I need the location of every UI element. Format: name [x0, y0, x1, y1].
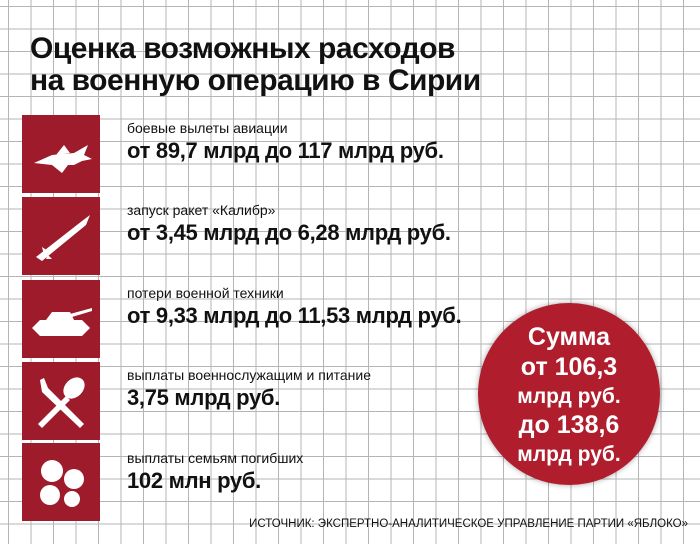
summary-line: Сумма — [527, 323, 611, 351]
summary-line: млрд руб. — [517, 443, 621, 466]
item-label: выплаты семьям погибших — [127, 450, 304, 466]
icon-cutlery — [22, 362, 100, 440]
icon-coins — [22, 443, 100, 521]
title-line: на военную операцию в Сирии — [30, 64, 481, 97]
summary-circle: Сумма от 106,3 млрд руб. до 138,6 млрд р… — [478, 303, 660, 485]
item-value: 102 млн руб. — [127, 468, 261, 493]
source: ИСТОЧНИК: ЭКСПЕРТНО-АНАЛИТИЧЕСКОЕ УПРАВЛ… — [249, 518, 688, 530]
item-label: потери военной техники — [127, 285, 284, 301]
item-value: от 9,33 млрд до 11,53 млрд руб. — [127, 303, 462, 328]
icon-plane — [22, 115, 100, 193]
summary-line: от 106,3 — [520, 353, 618, 381]
item-value: от 89,7 млрд до 117 млрд руб. — [127, 138, 444, 163]
summary-line: млрд руб. — [517, 385, 621, 408]
item-value: 3,75 млрд руб. — [127, 385, 281, 410]
item-label: боевые вылеты авиации — [127, 120, 288, 136]
item-label: выплаты военнослужащим и питание — [127, 367, 372, 383]
item-value: от 3,45 млрд до 6,28 млрд руб. — [127, 220, 451, 245]
item-label: запуск ракет «Калибр» — [127, 202, 276, 218]
icon-missile — [22, 197, 100, 275]
icon-tank — [22, 280, 100, 358]
title-line: Оценка возможных расходов — [30, 32, 456, 65]
summary-line: до 138,6 — [518, 411, 620, 439]
